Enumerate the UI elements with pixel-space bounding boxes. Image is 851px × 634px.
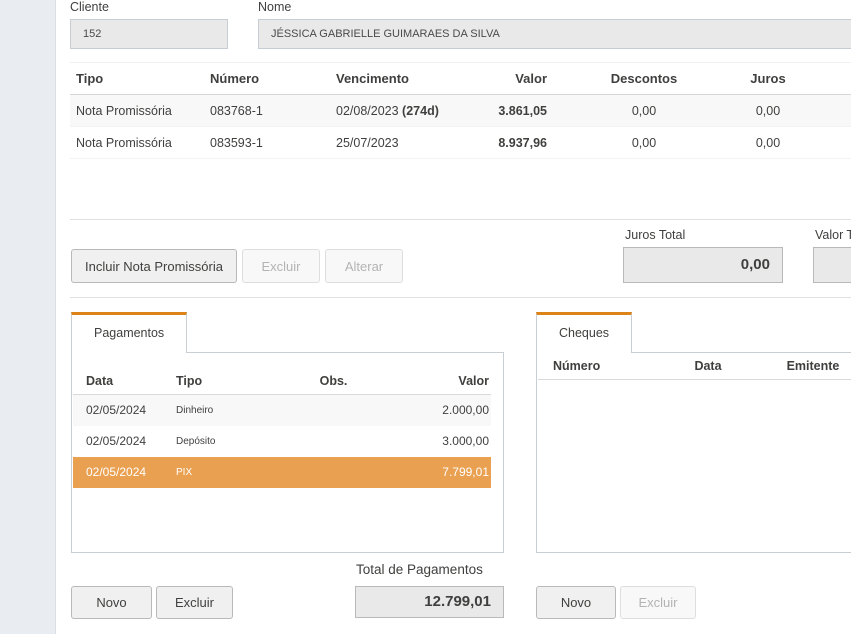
payment-valor: 3.000,00 bbox=[442, 434, 489, 448]
alterar-nota-button[interactable]: Alterar bbox=[325, 249, 403, 283]
col-vencimento: Vencimento bbox=[336, 70, 409, 86]
col-data: Data bbox=[694, 359, 722, 373]
novo-pagamento-button[interactable]: Novo bbox=[71, 586, 152, 619]
cliente-field[interactable]: 152 bbox=[70, 19, 228, 49]
note-overdue-days: (274d) bbox=[402, 103, 439, 118]
note-vencimento-date: 02/08/2023 bbox=[336, 103, 403, 118]
excluir-cheque-button[interactable]: Excluir bbox=[620, 586, 696, 619]
payments-table-header: Data Tipo Obs. Valor bbox=[73, 368, 491, 395]
payment-data: 02/05/2024 bbox=[86, 434, 147, 448]
payment-row[interactable]: 02/05/2024 Dinheiro 2.000,00 bbox=[73, 395, 491, 426]
payment-valor: 7.799,01 bbox=[442, 465, 489, 479]
cheques-panel-body: Número Data Emitente bbox=[536, 352, 851, 553]
note-tipo: Nota Promissória bbox=[76, 103, 172, 118]
col-valor: Valor bbox=[458, 374, 489, 388]
note-vencimento: 02/08/2023 (274d) bbox=[330, 95, 460, 127]
nome-field[interactable]: JÉSSICA GABRIELLE GUIMARAES DA SILVA bbox=[258, 19, 851, 49]
payment-row[interactable]: 02/05/2024 Depósito 3.000,00 bbox=[73, 426, 491, 457]
col-juros: Juros bbox=[750, 70, 786, 86]
tab-cheques[interactable]: Cheques bbox=[536, 312, 633, 353]
nome-label: Nome bbox=[258, 0, 292, 14]
novo-cheque-button[interactable]: Novo bbox=[536, 586, 616, 619]
col-descontos: Descontos bbox=[610, 70, 678, 86]
left-app-strip bbox=[0, 0, 56, 634]
valor-total-label: Valor Total bbox=[815, 228, 851, 242]
note-numero: 083593-1 bbox=[210, 135, 263, 150]
note-juros: 0,00 bbox=[755, 135, 781, 150]
payment-tipo: PIX bbox=[176, 467, 193, 478]
payment-data: 02/05/2024 bbox=[86, 403, 147, 417]
note-vencimento: 25/07/2023 bbox=[330, 127, 460, 159]
total-pagamentos-field: 12.799,01 bbox=[355, 586, 504, 618]
payments-panel: Pagamentos Data Tipo Obs. Valor 02/05/20… bbox=[71, 312, 504, 553]
note-descontos: 0,00 bbox=[631, 135, 657, 150]
note-juros: 0,00 bbox=[755, 103, 781, 118]
notes-table-header: Tipo Número Vencimento Valor Descontos J… bbox=[70, 63, 851, 95]
col-valor: Valor bbox=[515, 70, 547, 86]
payment-data: 02/05/2024 bbox=[86, 465, 147, 479]
cheques-table-header: Número Data Emitente bbox=[538, 353, 851, 380]
tab-pagamentos[interactable]: Pagamentos bbox=[71, 312, 188, 353]
payment-tipo: Depósito bbox=[176, 436, 216, 447]
note-valor: 3.861,05 bbox=[498, 103, 547, 118]
valor-total-field bbox=[813, 247, 851, 283]
payment-tipo: Dinheiro bbox=[176, 405, 214, 416]
col-obs: Obs. bbox=[319, 374, 348, 388]
note-tipo: Nota Promissória bbox=[76, 135, 172, 150]
col-numero: Número bbox=[210, 70, 260, 86]
divider-middle bbox=[70, 297, 851, 298]
col-tipo: Tipo bbox=[176, 374, 203, 388]
col-emitente: Emitente bbox=[786, 359, 840, 373]
juros-total-field: 0,00 bbox=[623, 247, 783, 283]
divider-top bbox=[70, 219, 851, 220]
note-row[interactable]: Nota Promissória 083768-1 02/08/2023 (27… bbox=[70, 95, 851, 127]
excluir-pagamento-button[interactable]: Excluir bbox=[156, 586, 233, 619]
note-vencimento-date: 25/07/2023 bbox=[336, 135, 399, 150]
juros-total-label: Juros Total bbox=[625, 228, 686, 242]
note-row[interactable]: Nota Promissória 083593-1 25/07/2023 8.9… bbox=[70, 127, 851, 159]
excluir-nota-button[interactable]: Excluir bbox=[242, 249, 320, 283]
col-tipo: Tipo bbox=[76, 70, 104, 86]
cheques-panel: Cheques Número Data Emitente bbox=[536, 312, 851, 553]
note-numero: 083768-1 bbox=[210, 103, 263, 118]
payment-valor: 2.000,00 bbox=[442, 403, 489, 417]
note-descontos: 0,00 bbox=[631, 103, 657, 118]
note-valor: 8.937,96 bbox=[498, 135, 547, 150]
col-data: Data bbox=[86, 374, 114, 388]
col-numero: Número bbox=[553, 359, 601, 373]
payments-panel-body: Data Tipo Obs. Valor 02/05/2024 Dinheiro… bbox=[71, 352, 504, 553]
total-pagamentos-label: Total de Pagamentos bbox=[356, 562, 483, 577]
notes-table: Tipo Número Vencimento Valor Descontos J… bbox=[70, 62, 851, 159]
incluir-nota-button[interactable]: Incluir Nota Promissória bbox=[71, 249, 237, 283]
cliente-label: Cliente bbox=[70, 0, 109, 14]
payment-row-selected[interactable]: 02/05/2024 PIX 7.799,01 bbox=[73, 457, 491, 488]
